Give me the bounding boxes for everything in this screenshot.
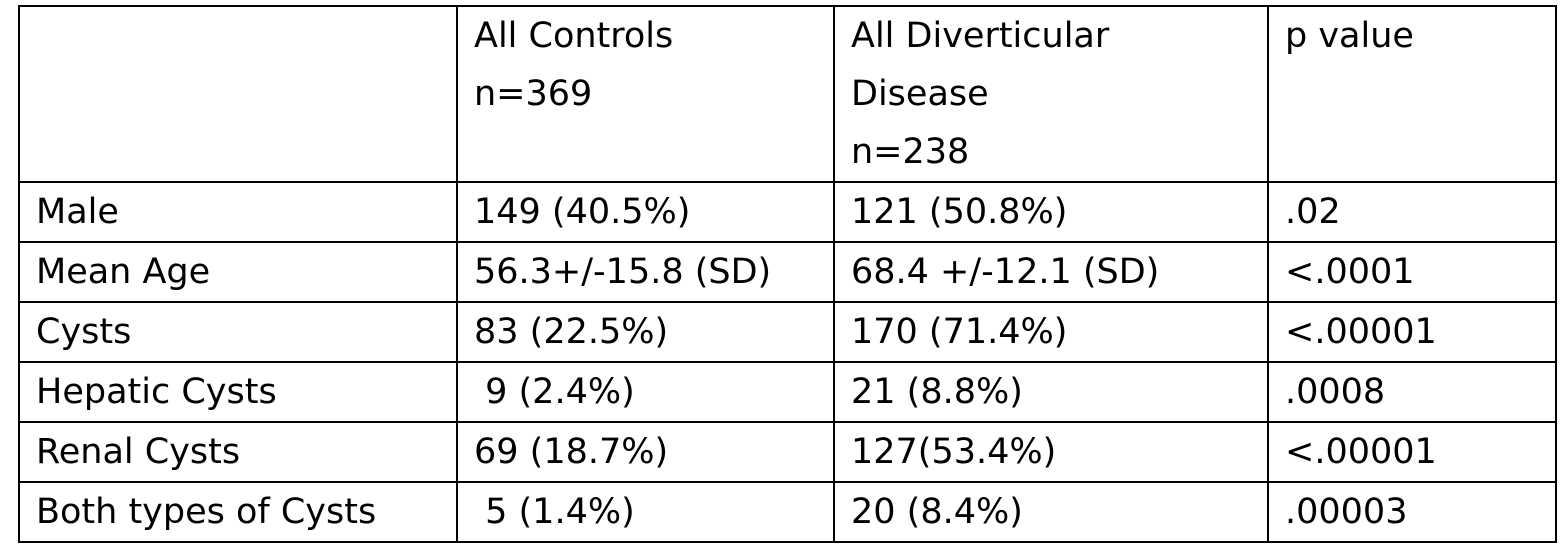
row-controls-value: 69 (18.7%) — [456, 421, 835, 483]
row-controls-value: 9 (2.4%) — [456, 361, 835, 423]
table-row: Male 149 (40.5%) 121 (50.8%) .02 — [18, 181, 1557, 243]
row-p-value: .00003 — [1267, 481, 1557, 543]
row-label: Hepatic Cysts — [18, 361, 458, 423]
row-p-value: .0008 — [1267, 361, 1557, 423]
table-row: Hepatic Cysts 9 (2.4%) 21 (8.8%) .0008 — [18, 361, 1557, 423]
row-label: Mean Age — [18, 241, 458, 303]
row-label: Male — [18, 181, 458, 243]
row-p-value: <.00001 — [1267, 421, 1557, 483]
row-controls-value: 5 (1.4%) — [456, 481, 835, 543]
row-p-value: <.0001 — [1267, 241, 1557, 303]
header-diverticular-title-2: Disease — [851, 74, 989, 114]
row-diverticular-value: 127(53.4%) — [833, 421, 1269, 483]
row-p-value: .02 — [1267, 181, 1557, 243]
row-label: Cysts — [18, 301, 458, 363]
row-diverticular-value: 20 (8.4%) — [833, 481, 1269, 543]
header-diverticular-count: n=238 — [851, 132, 970, 172]
row-controls-value: 149 (40.5%) — [456, 181, 835, 243]
row-controls-value: 56.3+/-15.8 (SD) — [456, 241, 835, 303]
table-row: Mean Age 56.3+/-15.8 (SD) 68.4 +/-12.1 (… — [18, 241, 1557, 303]
header-cell-diverticular: All Diverticular Disease n=238 — [833, 5, 1269, 183]
header-cell-controls: All Controls n=369 — [456, 5, 835, 183]
table-header-row: All Controls n=369 All Diverticular Dise… — [18, 5, 1557, 183]
row-controls-value: 83 (22.5%) — [456, 301, 835, 363]
data-table: All Controls n=369 All Diverticular Dise… — [18, 5, 1557, 543]
row-diverticular-value: 121 (50.8%) — [833, 181, 1269, 243]
row-diverticular-value: 68.4 +/-12.1 (SD) — [833, 241, 1269, 303]
header-cell-blank — [18, 5, 458, 183]
row-label: Renal Cysts — [18, 421, 458, 483]
row-label: Both types of Cysts — [18, 481, 458, 543]
row-p-value: <.00001 — [1267, 301, 1557, 363]
header-cell-pvalue: p value — [1267, 5, 1557, 183]
row-diverticular-value: 170 (71.4%) — [833, 301, 1269, 363]
table-row: Cysts 83 (22.5%) 170 (71.4%) <.00001 — [18, 301, 1557, 363]
header-controls-title: All Controls — [474, 16, 674, 56]
table-row: Renal Cysts 69 (18.7%) 127(53.4%) <.0000… — [18, 421, 1557, 483]
header-diverticular-title-1: All Diverticular — [851, 16, 1110, 56]
table-row: Both types of Cysts 5 (1.4%) 20 (8.4%) .… — [18, 481, 1557, 543]
row-diverticular-value: 21 (8.8%) — [833, 361, 1269, 423]
header-controls-count: n=369 — [474, 74, 593, 114]
